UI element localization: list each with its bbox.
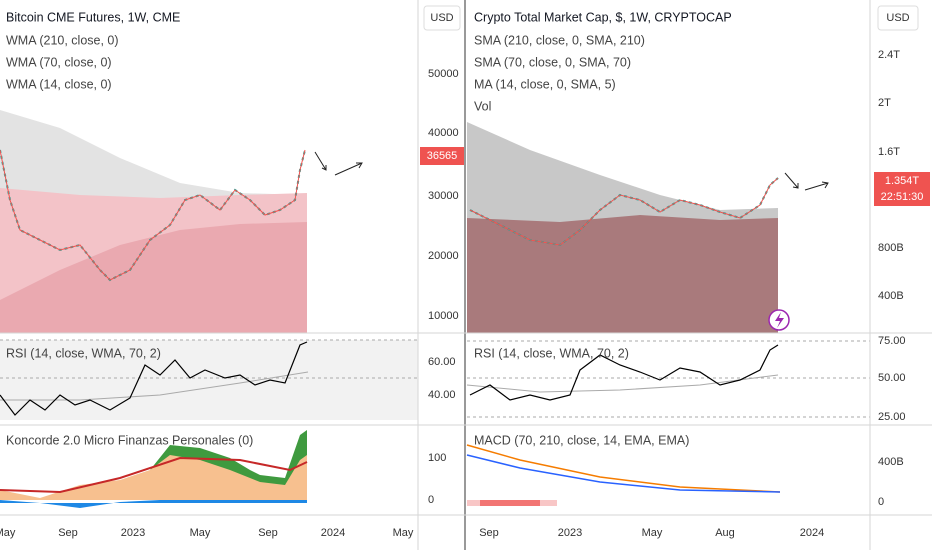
indicator-legend: Vol — [474, 99, 491, 113]
countdown: 22:51:30 — [881, 191, 924, 203]
chart-title: Bitcoin CME Futures, 1W, CME — [6, 10, 180, 24]
indicator-label: 400B — [878, 456, 904, 468]
time-label: May — [393, 527, 414, 539]
price-label: 30000 — [428, 190, 459, 202]
indicator-legend: WMA (70, close, 0) — [6, 55, 112, 69]
koncorde-red — [0, 456, 308, 494]
indicator-legend: WMA (210, close, 0) — [6, 33, 119, 47]
price-tag — [874, 172, 930, 206]
indicator-label: 0 — [878, 496, 884, 508]
price-label: 40000 — [428, 127, 459, 139]
rsi-label: 50.00 — [878, 372, 906, 384]
rsi-label: 75.00 — [878, 335, 906, 347]
price-tag-label: 1.354T — [885, 175, 920, 187]
arrow-drawing — [784, 172, 829, 191]
indicator-label: 100 — [428, 452, 446, 464]
indicator-legend: Koncorde 2.0 Micro Finanzas Personales (… — [6, 433, 253, 447]
currency-button[interactable] — [877, 5, 919, 31]
rsi-legend: RSI (14, close, WMA, 70, 2) — [474, 346, 629, 360]
time-label: 2023 — [121, 527, 145, 539]
currency-label: USD — [430, 12, 453, 24]
rsi-legend: RSI (14, close, WMA, 70, 2) — [6, 346, 161, 360]
price-line — [0, 149, 306, 281]
indicator-legend: MACD (70, 210, close, 14, EMA, EMA) — [474, 433, 689, 447]
macd-signal — [466, 444, 781, 493]
time-label: Sep — [479, 527, 499, 539]
rsi-wma — [0, 371, 309, 401]
indicator-label: 0 — [428, 494, 434, 506]
price-label: 20000 — [428, 250, 459, 262]
rsi-label: 25.00 — [878, 411, 906, 423]
price-label: 10000 — [428, 310, 459, 322]
koncorde-blue — [0, 500, 307, 508]
time-label: May — [642, 527, 663, 539]
koncorde-orange — [0, 432, 307, 500]
rsi-line — [469, 344, 779, 401]
time-label: Sep — [58, 527, 78, 539]
price-line — [469, 177, 779, 246]
price-tag-label: 36565 — [427, 150, 458, 162]
macd-histogram-dark — [480, 500, 540, 506]
time-label: May — [0, 527, 16, 539]
price-tag — [420, 147, 464, 165]
price-label: 50000 — [428, 68, 459, 80]
chart-title: Crypto Total Market Cap, $, 1W, CRYPTOCA… — [474, 10, 732, 24]
sma-70-area — [467, 215, 778, 333]
price-label: 400B — [878, 290, 904, 302]
indicator-legend: SMA (210, close, 0, SMA, 210) — [474, 33, 645, 47]
currency-button[interactable] — [423, 5, 461, 31]
time-label: May — [190, 527, 211, 539]
time-label: 2023 — [558, 527, 582, 539]
price-label: 800B — [878, 242, 904, 254]
currency-label: USD — [886, 12, 909, 24]
time-label: Sep — [258, 527, 278, 539]
price-label: 1.6T — [878, 146, 900, 158]
price-label: 2.4T — [878, 49, 900, 61]
rsi-band — [0, 340, 418, 420]
rsi-label: 60.00 — [428, 356, 456, 368]
macd-line — [466, 454, 781, 493]
lightning — [775, 312, 784, 328]
wma-14-area — [0, 222, 307, 333]
time-label: 2024 — [800, 527, 824, 539]
indicator-legend: MA (14, close, 0, SMA, 5) — [474, 77, 616, 91]
rsi-line — [0, 341, 308, 416]
rsi-label: 40.00 — [428, 389, 456, 401]
indicator-legend: SMA (70, close, 0, SMA, 70) — [474, 55, 631, 69]
indicator-legend: WMA (14, close, 0) — [6, 77, 112, 91]
arrow-drawing — [314, 151, 363, 176]
koncorde-green — [150, 430, 307, 485]
price-label: 2T — [878, 97, 891, 109]
rsi-sma — [466, 374, 779, 393]
time-label: 2024 — [321, 527, 345, 539]
time-label: Aug — [715, 527, 735, 539]
